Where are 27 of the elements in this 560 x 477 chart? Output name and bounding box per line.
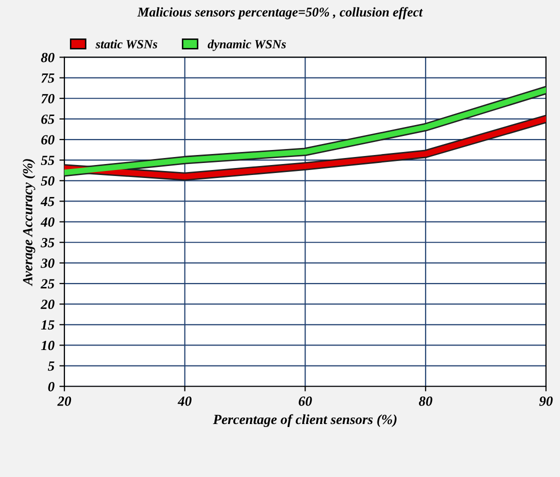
y-tick-label: 10: [41, 340, 54, 350]
x-tick-label: 80: [418, 396, 432, 406]
chart-title: Malicious sensors percentage=50% , collusion effect: [137, 7, 423, 20]
y-tick-label: 20: [40, 300, 54, 310]
y-tick-label: 50: [40, 176, 54, 186]
y-tick-label: 35: [40, 238, 54, 248]
y-tick-label: 60: [41, 135, 54, 144]
y-axis-title: Average Accuracy (%): [22, 159, 36, 286]
x-axis-title: Percentage of client sensors (%): [213, 414, 396, 427]
y-tick-label: 0: [48, 382, 54, 392]
y-tick-label: 15: [41, 320, 54, 330]
y-tick-label: 75: [41, 74, 54, 83]
y-tick-label: 30: [40, 258, 54, 268]
y-tick-label: 65: [41, 114, 54, 124]
y-tick-label: 70: [41, 94, 54, 104]
y-tick-label: 55: [40, 156, 54, 166]
y-tick-label: 5: [48, 362, 54, 371]
y-tick-label: 45: [40, 196, 54, 206]
x-tick-label: 90: [539, 396, 553, 406]
y-tick-label: 25: [40, 279, 54, 288]
y-tick-label: 80: [41, 52, 54, 62]
legend-label: dynamic WSNs: [208, 40, 286, 51]
x-tick-label: 60: [298, 396, 312, 406]
x-tick-label: 40: [178, 396, 192, 406]
legend-label: static WSNs: [96, 40, 158, 48]
x-tick-label: 20: [57, 396, 72, 406]
y-tick-label: 40: [40, 217, 54, 227]
